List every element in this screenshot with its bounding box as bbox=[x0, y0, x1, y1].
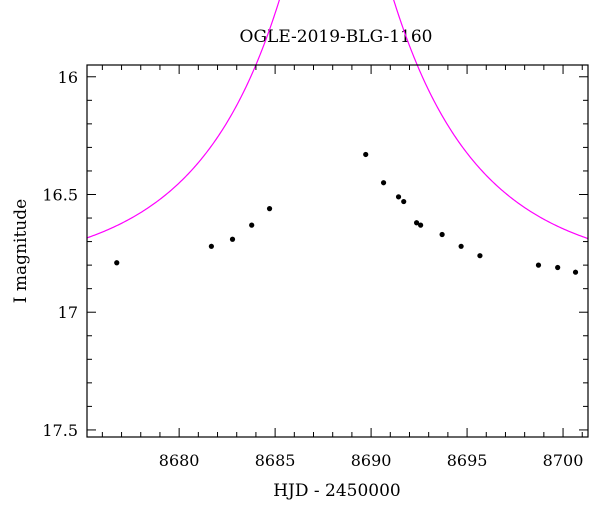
y-tick-label: 17 bbox=[58, 303, 78, 322]
data-point bbox=[413, 220, 420, 226]
x-tick-label: 8690 bbox=[351, 451, 392, 470]
data-point bbox=[418, 222, 424, 228]
data-point bbox=[266, 206, 273, 212]
data-marker bbox=[395, 194, 402, 200]
data-marker bbox=[208, 243, 214, 249]
x-tick-label: 8700 bbox=[543, 451, 584, 470]
data-marker bbox=[363, 151, 369, 158]
chart-title: OGLE-2019-BLG-1160 bbox=[240, 27, 433, 47]
y-tick-label: 16.5 bbox=[42, 185, 78, 204]
x-tick-label: 8695 bbox=[447, 451, 488, 470]
x-axis-label: HJD - 2450000 bbox=[273, 481, 401, 501]
data-point bbox=[208, 243, 214, 249]
data-point bbox=[555, 264, 561, 271]
data-point bbox=[114, 260, 120, 266]
x-tick-label: 8685 bbox=[255, 451, 296, 470]
data-point bbox=[477, 253, 483, 259]
data-marker bbox=[114, 260, 120, 266]
data-marker bbox=[266, 206, 273, 212]
data-marker bbox=[401, 198, 407, 205]
x-axis: 8680 8685 8690 8695 8700 bbox=[101, 65, 584, 470]
data-marker bbox=[418, 222, 424, 228]
y-axis-label: I magnitude bbox=[11, 199, 31, 303]
data-point bbox=[458, 243, 464, 249]
data-marker bbox=[380, 180, 387, 186]
data-point bbox=[572, 269, 579, 275]
data-marker bbox=[439, 231, 445, 238]
x-tick-label: 8680 bbox=[159, 451, 200, 470]
data-point bbox=[229, 236, 236, 242]
data-point bbox=[401, 198, 407, 205]
data-marker bbox=[229, 236, 236, 242]
plot-area bbox=[86, 0, 589, 275]
data-marker bbox=[477, 253, 483, 259]
plot-frame bbox=[86, 64, 589, 438]
y-tick-label: 16 bbox=[58, 68, 78, 87]
data-point bbox=[249, 222, 255, 228]
data-marker bbox=[413, 220, 420, 226]
data-marker bbox=[458, 243, 464, 249]
data-point bbox=[395, 194, 402, 200]
y-axis: 16 16.5 17 17.5 bbox=[42, 68, 588, 440]
data-marker bbox=[572, 269, 579, 275]
data-marker bbox=[555, 264, 561, 271]
data-marker bbox=[249, 222, 255, 228]
data-point bbox=[535, 262, 542, 268]
model-curve bbox=[86, 0, 589, 240]
data-marker bbox=[535, 262, 542, 268]
data-point bbox=[439, 231, 445, 238]
data-point bbox=[380, 180, 387, 186]
data-point bbox=[363, 151, 369, 158]
y-tick-label: 17.5 bbox=[42, 421, 78, 440]
